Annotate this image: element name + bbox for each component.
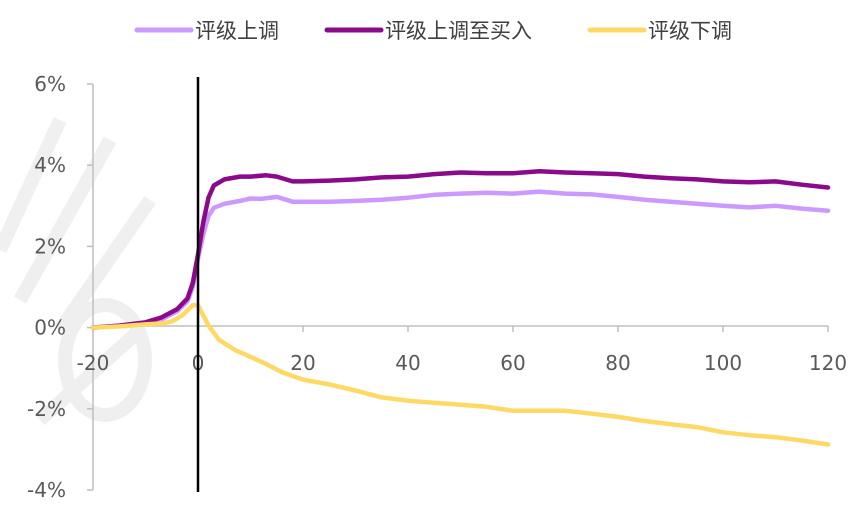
legend: 评级上调 评级上调至买入 评级下调 xyxy=(134,19,732,43)
y-tick-label: 6% xyxy=(34,72,66,96)
x-tick-label: 80 xyxy=(605,351,630,375)
legend-label-3: 评级下调 xyxy=(648,19,732,43)
axes: 6%4%2%0%-2%-4%-20020406080100120 xyxy=(27,72,847,502)
x-tick-label: 40 xyxy=(395,351,420,375)
y-tick-label: -4% xyxy=(27,478,66,502)
x-tick-label: 120 xyxy=(809,351,847,375)
y-tick-label: 0% xyxy=(34,316,66,340)
legend-label-1: 评级上调 xyxy=(195,19,279,43)
y-tick-label: 2% xyxy=(34,234,66,258)
x-tick-label: 100 xyxy=(704,351,742,375)
x-tick-label: 20 xyxy=(290,351,315,375)
watermark xyxy=(0,117,156,426)
x-tick-label: -20 xyxy=(77,351,110,375)
series-layer xyxy=(90,77,831,492)
series-line-2 xyxy=(90,169,831,330)
x-tick-label: 60 xyxy=(500,351,525,375)
y-tick-label: -2% xyxy=(27,397,66,421)
y-tick-label: 4% xyxy=(34,153,66,177)
legend-label-2: 评级上调至买入 xyxy=(385,19,532,43)
series-line-3 xyxy=(90,303,831,447)
